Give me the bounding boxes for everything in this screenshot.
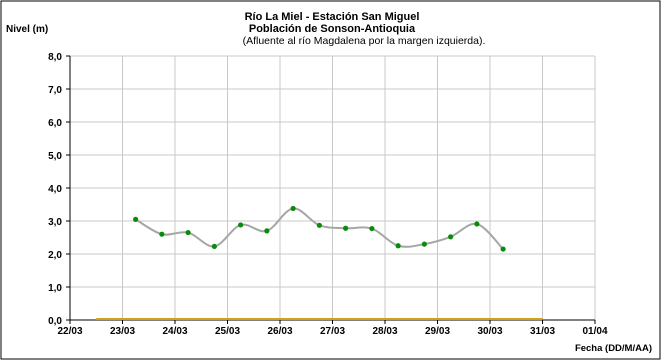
title-line-1: Río La Miel - Estación San Miguel — [245, 11, 420, 23]
data-point — [421, 241, 427, 247]
data-point — [290, 205, 296, 212]
data-point — [211, 243, 217, 250]
x-tick-label: 29/03 — [425, 326, 450, 337]
y-tick-label: 3,0 — [48, 217, 62, 228]
chart-title: Río La Miel - Estación San Miguel Poblac… — [243, 11, 486, 47]
grid-lines — [70, 55, 596, 320]
data-point — [343, 225, 349, 231]
y-tick-label: 6,0 — [48, 118, 62, 129]
data-point — [474, 221, 480, 227]
y-tick-label: 4,0 — [48, 184, 62, 195]
data-point — [395, 243, 401, 249]
title-line-3: (Afluente al río Magdalena por la margen… — [243, 35, 486, 47]
y-tick-label: 0,0 — [48, 316, 62, 327]
data-point — [159, 231, 165, 237]
data-point — [369, 225, 375, 232]
y-axis-label: Nivel (m) — [6, 24, 48, 35]
x-tick-labels: 22/03 23/03 24/03 25/03 26/03 27/03 28/03 29/03… — [57, 326, 607, 337]
data-point — [264, 228, 270, 234]
x-tick-label: 24/03 — [162, 326, 187, 337]
x-tick-label: 30/03 — [477, 326, 502, 337]
data-point — [500, 246, 506, 252]
y-tick-label: 2,0 — [48, 250, 62, 261]
y-tick-label: 8,0 — [48, 52, 62, 63]
data-point — [185, 229, 191, 236]
x-tick-label: 31/03 — [530, 326, 555, 337]
x-tick-label: 25/03 — [215, 326, 240, 337]
x-axis-label: Fecha (DD/M/AA) — [575, 343, 652, 354]
y-tick-labels: 0,0 1,0 2,0 3,0 4,0 5,0 6,0 7,0 8,0 — [48, 52, 62, 327]
x-tick-label: 01/04 — [582, 326, 607, 337]
y-tick-label: 1,0 — [48, 283, 62, 294]
x-tick-label: 23/03 — [110, 326, 135, 337]
x-tick-label: 22/03 — [57, 326, 82, 337]
y-tick-label: 5,0 — [48, 151, 62, 162]
x-tick-label: 27/03 — [320, 326, 345, 337]
data-series — [133, 205, 506, 252]
data-point — [316, 222, 322, 228]
data-point — [133, 216, 139, 222]
x-tick-label: 28/03 — [372, 326, 397, 337]
data-point — [448, 234, 454, 240]
y-tick-label: 7,0 — [48, 85, 62, 96]
data-point — [238, 222, 244, 228]
x-tick-label: 26/03 — [267, 326, 292, 337]
title-line-2: Población de Sonson-Antioquia — [249, 23, 416, 35]
